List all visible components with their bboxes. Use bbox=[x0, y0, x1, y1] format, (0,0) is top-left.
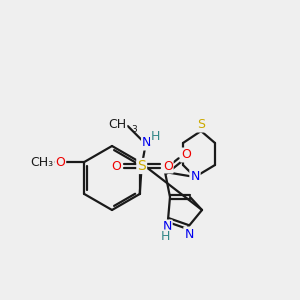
Text: O: O bbox=[111, 160, 121, 172]
Text: N: N bbox=[184, 227, 194, 241]
Text: N: N bbox=[142, 136, 152, 149]
Text: O: O bbox=[55, 155, 65, 169]
Text: S: S bbox=[197, 118, 205, 131]
Text: H: H bbox=[160, 230, 170, 244]
Text: H: H bbox=[151, 130, 160, 143]
Text: O: O bbox=[181, 148, 191, 161]
Text: 3: 3 bbox=[131, 125, 137, 134]
Text: CH₃: CH₃ bbox=[31, 155, 54, 169]
Text: CH: CH bbox=[109, 118, 127, 131]
Text: N: N bbox=[190, 170, 200, 184]
Text: S: S bbox=[137, 159, 146, 173]
Text: O: O bbox=[163, 160, 173, 172]
Text: N: N bbox=[162, 220, 172, 233]
